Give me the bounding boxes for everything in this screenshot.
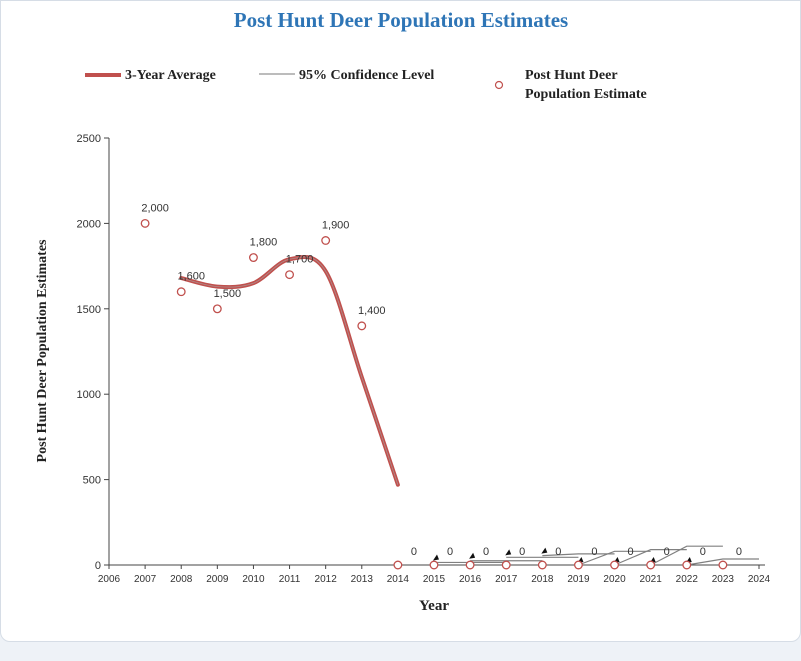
x-tick-label: 2024: [748, 574, 771, 585]
series-3yr-average: [179, 254, 400, 487]
estimate-point: [285, 270, 295, 280]
estimate-data-label: 0: [447, 546, 453, 558]
estimate-data-label: 0: [483, 546, 489, 558]
estimate-data-label: 0: [519, 546, 525, 558]
estimate-point: [248, 253, 258, 263]
axes: 0 500 1000 1500 2000 2500 2006 2007 2008 2009 2010…: [77, 133, 771, 585]
ci-arrow-marker: [469, 552, 476, 559]
estimate-point: [176, 287, 186, 297]
estimate-point: [357, 321, 367, 331]
ci-segment: [650, 545, 723, 566]
x-tick-label: 2011: [279, 574, 301, 585]
estimate-point: [465, 560, 475, 570]
x-tick-label: 2016: [459, 574, 482, 585]
ci-segment: [578, 550, 651, 566]
estimate-point: [429, 560, 439, 570]
estimate-point: [610, 560, 620, 570]
x-tick-label: 2015: [423, 574, 446, 585]
x-tick-label: 2009: [206, 574, 229, 585]
y-tick-label: 2000: [77, 218, 101, 230]
avg-line-ci-overlay: [181, 256, 399, 485]
x-tick-label: 2019: [567, 574, 590, 585]
y-tick-label: 1000: [77, 389, 101, 401]
x-tick-label: 2008: [170, 574, 193, 585]
legend-label-3yr-avg: 3-Year Average: [125, 68, 216, 83]
x-tick-label: 2014: [387, 574, 410, 585]
estimate-data-label: 0: [700, 546, 706, 558]
estimate-point: [718, 560, 728, 570]
estimate-data-label: 1,500: [214, 288, 242, 300]
y-tick-label: 0: [95, 560, 101, 572]
estimate-data-label: 0: [627, 546, 633, 558]
x-tick-label: 2018: [531, 574, 554, 585]
series-population-estimate: 2,000 1,600 1,500 1,800 1,700 1,900 1,400 0 0 0 0 0…: [140, 202, 742, 570]
x-tick-label: 2012: [315, 574, 338, 585]
estimate-point: [573, 560, 583, 570]
estimate-data-label: 0: [591, 546, 597, 558]
estimate-point: [501, 560, 511, 570]
y-tick-label: 1500: [77, 304, 101, 316]
estimate-point: [393, 560, 403, 570]
x-tick-label: 2021: [640, 574, 663, 585]
legend-label-estimate: Post Hunt Deer Population Estimate: [525, 68, 647, 102]
estimate-point: [537, 560, 547, 570]
ci-segment: [686, 558, 759, 566]
estimate-data-label: 0: [411, 546, 417, 558]
ci-segment: [542, 553, 615, 557]
y-tick-label: 500: [83, 475, 101, 487]
estimate-data-label: 1,400: [358, 305, 386, 317]
chart-title: Post Hunt Deer Population Estimates: [234, 8, 568, 32]
x-tick-label: 2013: [351, 574, 374, 585]
chart-svg: Post Hunt Deer Population Estimates 3-Ye…: [35, 8, 771, 614]
x-tick-label: 2017: [495, 574, 518, 585]
y-axis-label: Post Hunt Deer Population Estimates: [35, 239, 50, 463]
estimate-data-label: 1,600: [177, 271, 205, 283]
estimate-point: [646, 560, 656, 570]
estimate-data-label: 1,700: [286, 254, 314, 266]
ci-arrow-marker: [505, 549, 512, 556]
x-tick-label: 2010: [242, 574, 265, 585]
estimate-data-label: 1,900: [322, 219, 350, 231]
x-tick-label: 2007: [134, 574, 157, 585]
x-tick-label: 2006: [98, 574, 121, 585]
estimate-data-label: 1,800: [250, 237, 278, 249]
legend-swatch-estimate: [494, 80, 504, 90]
estimate-point: [682, 560, 692, 570]
legend-label-confidence: 95% Confidence Level: [299, 68, 434, 83]
y-tick-label: 2500: [77, 133, 101, 145]
estimate-point: [140, 218, 150, 228]
estimate-data-label: 0: [555, 546, 561, 558]
estimate-data-label: 2,000: [141, 202, 169, 214]
estimate-data-label: 0: [664, 546, 670, 558]
estimate-point: [321, 236, 331, 245]
estimate-point: [212, 304, 222, 314]
x-axis-label: Year: [419, 598, 449, 614]
ci-arrow-marker: [541, 547, 548, 554]
ci-arrow-marker: [433, 554, 439, 561]
x-tick-label: 2020: [603, 574, 626, 585]
ci-segment: [614, 549, 687, 566]
x-tick-label: 2023: [712, 574, 735, 585]
chart-panel: Post Hunt Deer Population Estimates 3-Ye…: [0, 0, 801, 642]
legend: 3-Year Average 95% Confidence Level Post…: [85, 68, 647, 102]
x-tick-label: 2022: [676, 574, 699, 585]
estimate-data-label: 0: [736, 546, 742, 558]
